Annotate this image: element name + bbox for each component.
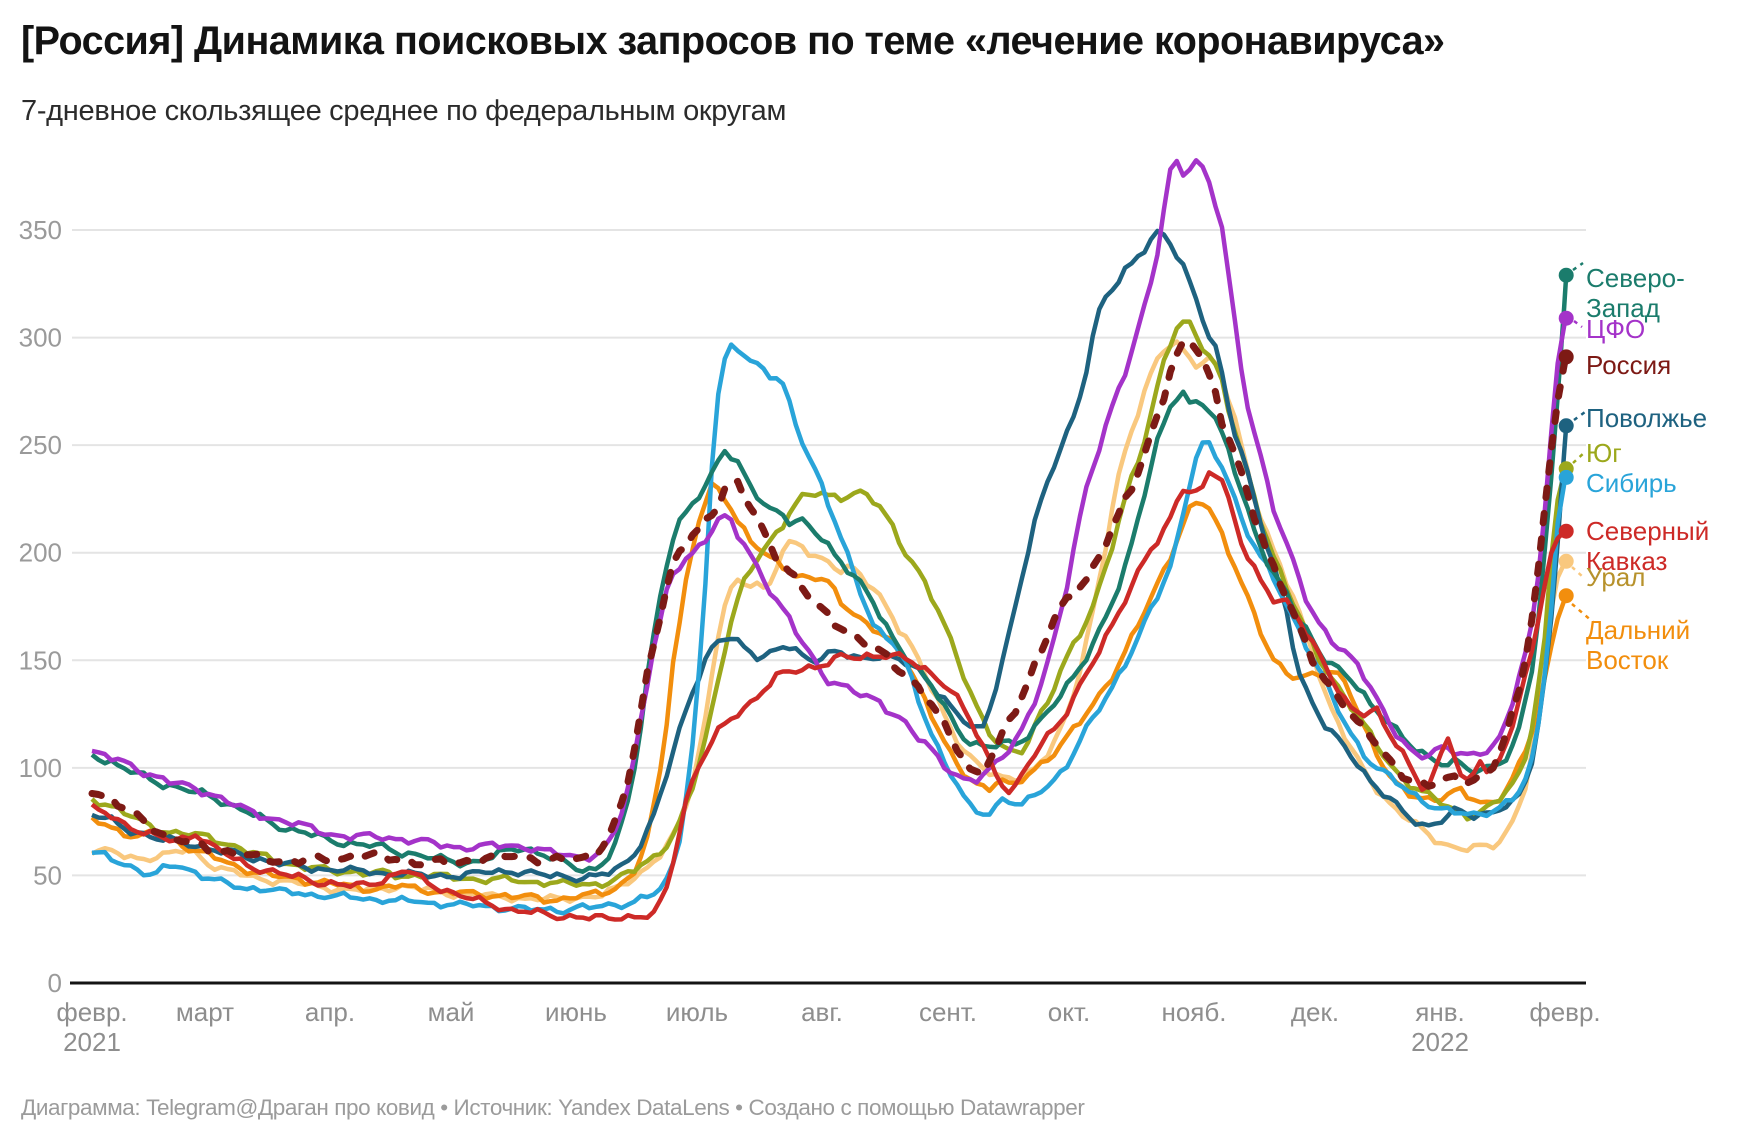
svg-text:100: 100 (19, 753, 62, 783)
svg-text:февр.: февр. (56, 997, 127, 1027)
svg-text:Восток: Восток (1586, 645, 1669, 675)
svg-text:Дальний: Дальний (1586, 615, 1690, 645)
svg-text:250: 250 (19, 430, 62, 460)
svg-text:июнь: июнь (545, 997, 607, 1027)
svg-text:Северо-: Северо- (1586, 263, 1685, 293)
svg-text:Сибирь: Сибирь (1586, 468, 1677, 498)
svg-text:Россия: Россия (1586, 350, 1671, 380)
svg-text:Кавказ: Кавказ (1586, 546, 1667, 576)
svg-text:авг.: авг. (801, 997, 843, 1027)
svg-text:50: 50 (33, 860, 62, 890)
svg-text:Юг: Юг (1586, 438, 1622, 468)
svg-text:Урал: Урал (1586, 562, 1645, 592)
svg-text:200: 200 (19, 538, 62, 568)
svg-text:300: 300 (19, 323, 62, 353)
svg-text:март: март (176, 997, 234, 1027)
svg-text:апр.: апр. (305, 997, 355, 1027)
svg-text:июль: июль (666, 997, 728, 1027)
svg-text:150: 150 (19, 645, 62, 675)
svg-text:Запад: Запад (1586, 293, 1660, 323)
svg-text:ЦФО: ЦФО (1586, 314, 1645, 344)
svg-text:янв.: янв. (1415, 997, 1464, 1027)
svg-text:нояб.: нояб. (1161, 997, 1226, 1027)
svg-text:350: 350 (19, 215, 62, 245)
svg-text:2021: 2021 (63, 1027, 121, 1057)
svg-text:Поволжье: Поволжье (1586, 403, 1707, 433)
svg-text:2022: 2022 (1411, 1027, 1469, 1057)
svg-text:сент.: сент. (919, 997, 977, 1027)
svg-text:Северный: Северный (1586, 516, 1709, 546)
svg-text:окт.: окт. (1048, 997, 1090, 1027)
svg-text:дек.: дек. (1291, 997, 1339, 1027)
svg-text:февр.: февр. (1529, 997, 1600, 1027)
svg-text:май: май (428, 997, 475, 1027)
svg-text:0: 0 (48, 968, 62, 998)
